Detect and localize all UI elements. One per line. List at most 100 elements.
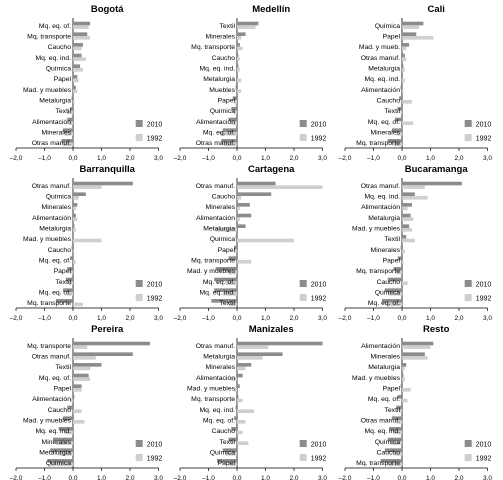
- bar-1992: [237, 196, 242, 200]
- x-tick-label: –1,0: [38, 155, 51, 162]
- legend-label-2010: 2010: [476, 442, 492, 449]
- category-label: Metalurgia: [39, 450, 71, 457]
- bar-1992: [396, 420, 402, 424]
- x-tick-label: 0,0: [232, 315, 241, 322]
- bar-2010: [73, 395, 75, 399]
- category-label: Papel: [218, 98, 236, 105]
- bar-2010: [73, 192, 86, 196]
- x-tick-label: 3,0: [154, 475, 163, 480]
- bar-1992: [58, 452, 73, 456]
- bar-1992: [73, 25, 89, 29]
- category-label: Papel: [54, 268, 72, 275]
- legend-label-1992: 1992: [311, 296, 327, 303]
- category-label: Otras manuf.: [196, 183, 235, 190]
- bar-2010: [65, 277, 73, 282]
- x-tick-label: 0,0: [397, 475, 406, 480]
- category-label: Mq. transporte: [191, 44, 235, 51]
- bar-1992: [68, 121, 73, 125]
- category-label: Mq. transporte: [356, 140, 400, 147]
- category-label: Caucho: [377, 279, 401, 286]
- category-label: Metalurgia: [368, 364, 400, 371]
- x-tick-label: –1,0: [202, 155, 215, 162]
- panel-cali: Cali –2,0 –1,0 0,0 1,0 2,0 3,0 Química Papel Mad.…: [339, 4, 493, 162]
- x-tick-label: 3,0: [483, 155, 492, 162]
- bar-2010: [73, 181, 133, 186]
- bar-1992: [73, 302, 83, 307]
- bar-1992: [237, 78, 242, 83]
- bar-1992: [231, 377, 237, 381]
- bar-2010: [235, 405, 237, 410]
- category-label: Mq. eq. of.: [39, 375, 71, 382]
- category-label: Alimentación: [361, 343, 400, 350]
- bar-2010: [222, 448, 237, 452]
- x-tick-label: 2,0: [125, 475, 134, 480]
- bar-2010: [73, 341, 150, 346]
- bar-2010: [67, 117, 73, 122]
- category-label: Mq. transporte: [191, 258, 235, 265]
- category-label: Otras manuf.: [196, 140, 235, 147]
- bar-2010: [71, 96, 73, 100]
- panel-title: Manizales: [249, 324, 294, 335]
- legend-label-2010: 2010: [311, 282, 327, 289]
- bar-2010: [392, 128, 402, 132]
- bar-1992: [402, 388, 411, 392]
- bar-2010: [399, 96, 402, 100]
- bar-1992: [73, 100, 75, 104]
- bar-2010: [67, 405, 73, 410]
- bar-2010: [63, 416, 73, 420]
- bar-2010: [382, 299, 402, 303]
- bar-2010: [53, 437, 73, 442]
- x-tick-label: –2,0: [174, 155, 187, 162]
- bar-1992: [228, 302, 237, 307]
- category-label: Minerales: [42, 130, 72, 137]
- bar-2010: [237, 203, 250, 207]
- bar-2010: [50, 448, 73, 452]
- category-label: Química: [210, 108, 236, 115]
- category-label: Otras manuf.: [32, 354, 71, 361]
- x-tick-label: –2,0: [339, 475, 352, 480]
- bar-1992: [402, 260, 404, 264]
- category-label: Mq. transporte: [27, 34, 71, 41]
- bar-2010: [400, 384, 402, 388]
- x-tick-label: 3,0: [154, 155, 163, 162]
- bar-1992: [402, 345, 431, 349]
- bar-1992: [237, 441, 249, 445]
- bar-1992: [402, 121, 414, 125]
- category-label: Química: [210, 450, 236, 457]
- bar-1992: [387, 292, 402, 296]
- bar-1992: [402, 25, 420, 29]
- x-tick-label: 0,0: [68, 155, 77, 162]
- bar-1992: [402, 249, 405, 253]
- category-label: Mq. eq. ind.: [35, 428, 71, 435]
- bar-1992: [237, 57, 240, 61]
- category-label: Mq. eq. of.: [368, 300, 400, 307]
- x-tick-label: 1,0: [97, 155, 106, 162]
- bar-1992: [73, 366, 91, 371]
- category-label: Química: [46, 194, 72, 201]
- x-tick-label: –2,0: [339, 155, 352, 162]
- legend-swatch-2010: [299, 120, 307, 127]
- category-label: Alimentación: [196, 375, 235, 382]
- x-tick-label: 0,0: [68, 315, 77, 322]
- category-label: Otras manuf.: [361, 183, 400, 190]
- bar-2010: [73, 53, 82, 58]
- bar-2010: [400, 85, 402, 90]
- legend-swatch-1992: [464, 294, 472, 301]
- bar-2010: [228, 117, 237, 122]
- x-tick-label: 3,0: [318, 155, 327, 162]
- bar-2010: [402, 341, 434, 346]
- category-label: Minerales: [371, 130, 401, 137]
- bar-1992: [237, 238, 294, 243]
- category-label: Mad. y muebles: [23, 87, 72, 94]
- bar-2010: [237, 341, 323, 346]
- bar-2010: [402, 352, 425, 356]
- category-label: Química: [46, 460, 72, 467]
- bar-2010: [231, 107, 237, 111]
- category-label: Mq. eq. ind.: [199, 407, 235, 414]
- category-label: Otras manuf.: [361, 418, 400, 425]
- category-label: Metalurgia: [39, 98, 71, 105]
- bar-1992: [228, 270, 237, 275]
- panel-manizales: Manizales –2,0 –1,0 0,0 1,0 2,0 3,0 Otras manuf…: [174, 324, 328, 480]
- x-tick-label: 3,0: [318, 315, 327, 322]
- category-label: Minerales: [206, 364, 236, 371]
